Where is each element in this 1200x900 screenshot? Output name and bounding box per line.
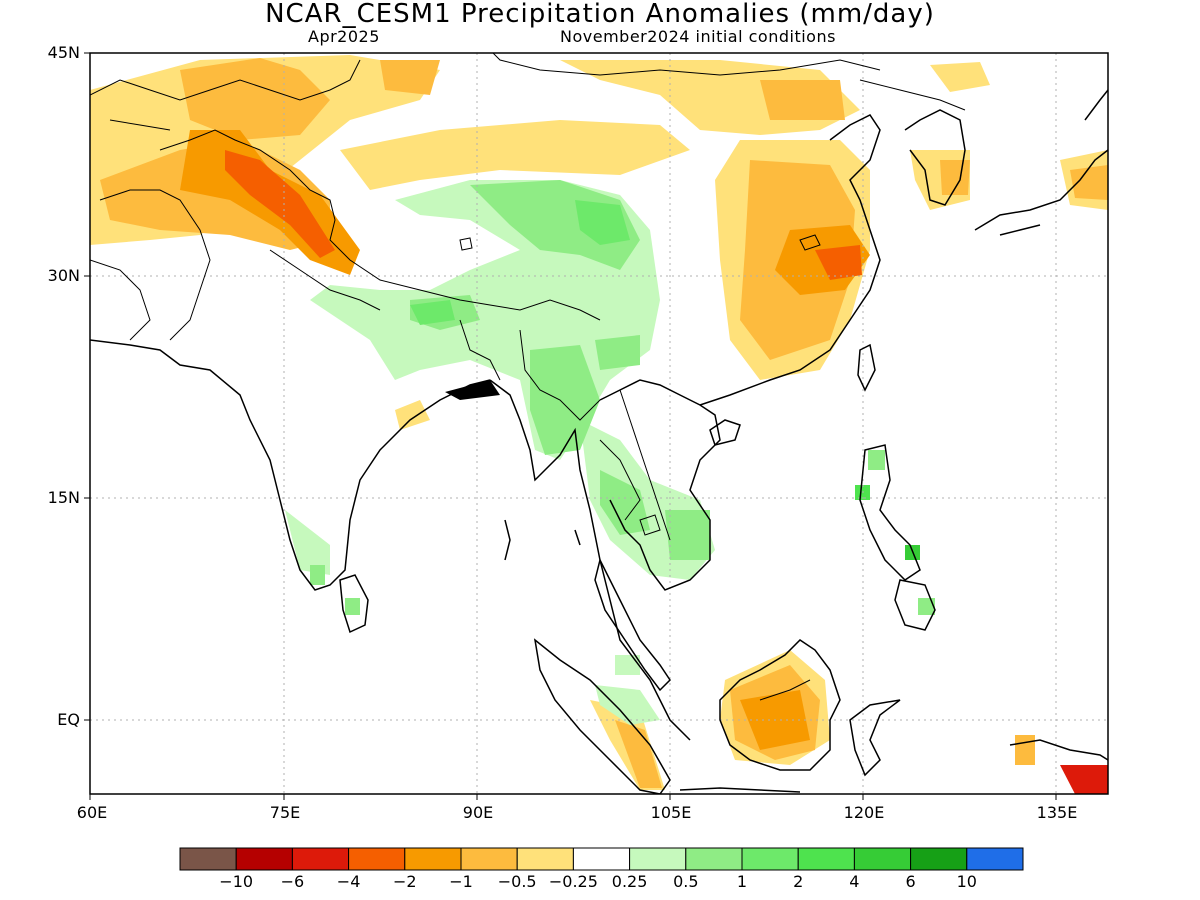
- colorbar-tick-label: 0.5: [673, 872, 699, 891]
- initial-conditions-label: November2024 initial conditions: [560, 27, 836, 46]
- colorbar: [179, 847, 1024, 871]
- country-borders: [90, 53, 966, 701]
- lon-label-75e: 75E: [269, 803, 301, 822]
- colorbar-tick-label: 4: [849, 872, 860, 891]
- colorbar-swatch: [629, 847, 687, 871]
- colorbar-tick-label: 10: [956, 872, 977, 891]
- inland-lakes: [459, 234, 821, 536]
- colorbar-swatch: [741, 847, 799, 871]
- colorbar-swatch: [348, 847, 406, 871]
- colorbar-tick-label: −0.25: [548, 872, 598, 891]
- colorbar-swatch: [235, 847, 293, 871]
- colorbar-swatch: [179, 847, 237, 871]
- colorbar-swatch: [685, 847, 743, 871]
- colorbar-swatch: [516, 847, 574, 871]
- anomaly-fields: [90, 55, 1108, 794]
- lon-label-90e: 90E: [462, 803, 494, 822]
- latitude-ticks: [84, 52, 90, 721]
- lat-label-eq: EQ: [57, 710, 80, 729]
- colorbar-tick-label: 1: [736, 872, 748, 891]
- colorbar-tick-label: 0.25: [611, 872, 648, 891]
- lon-label-105e: 105E: [650, 803, 692, 822]
- map-frame: [89, 52, 1109, 795]
- lon-label-60e: 60E: [76, 803, 108, 822]
- colorbar-swatch: [853, 847, 912, 871]
- colorbar-tick-label: 2: [793, 872, 804, 891]
- lon-label-120e: 120E: [843, 803, 885, 822]
- colorbar-tick-label: −4: [336, 872, 361, 891]
- colorbar-tick-label: −6: [280, 872, 305, 891]
- colorbar-swatch: [404, 847, 462, 871]
- lat-label-45n: 45N: [47, 43, 80, 62]
- lon-label-135e: 135E: [1036, 803, 1078, 822]
- colorbar-swatch: [291, 847, 350, 871]
- colorbar-tick-label: −0.5: [497, 872, 537, 891]
- map-title: NCAR_CESM1 Precipitation Anomalies (mm/d…: [265, 0, 935, 29]
- colorbar-swatch: [572, 847, 631, 871]
- colorbar-tick-label: 6: [905, 872, 916, 891]
- colorbar-swatch: [966, 847, 1024, 871]
- colorbar-tick-label: −2: [393, 872, 417, 891]
- colorbar-tick-label: −10: [219, 872, 254, 891]
- graticule-lines: [90, 53, 1108, 794]
- lat-label-15n: 15N: [47, 488, 80, 507]
- valid-month: Apr2025: [308, 27, 380, 46]
- coastlines: [90, 89, 1108, 794]
- colorbar-swatch: [797, 847, 855, 871]
- colorbar-swatch: [460, 847, 518, 871]
- river-delta: [445, 380, 500, 400]
- colorbar-tick-label: −1: [449, 872, 473, 891]
- colorbar-swatch: [910, 847, 968, 871]
- longitude-ticks: [89, 794, 1057, 800]
- lat-label-30n: 30N: [47, 266, 80, 285]
